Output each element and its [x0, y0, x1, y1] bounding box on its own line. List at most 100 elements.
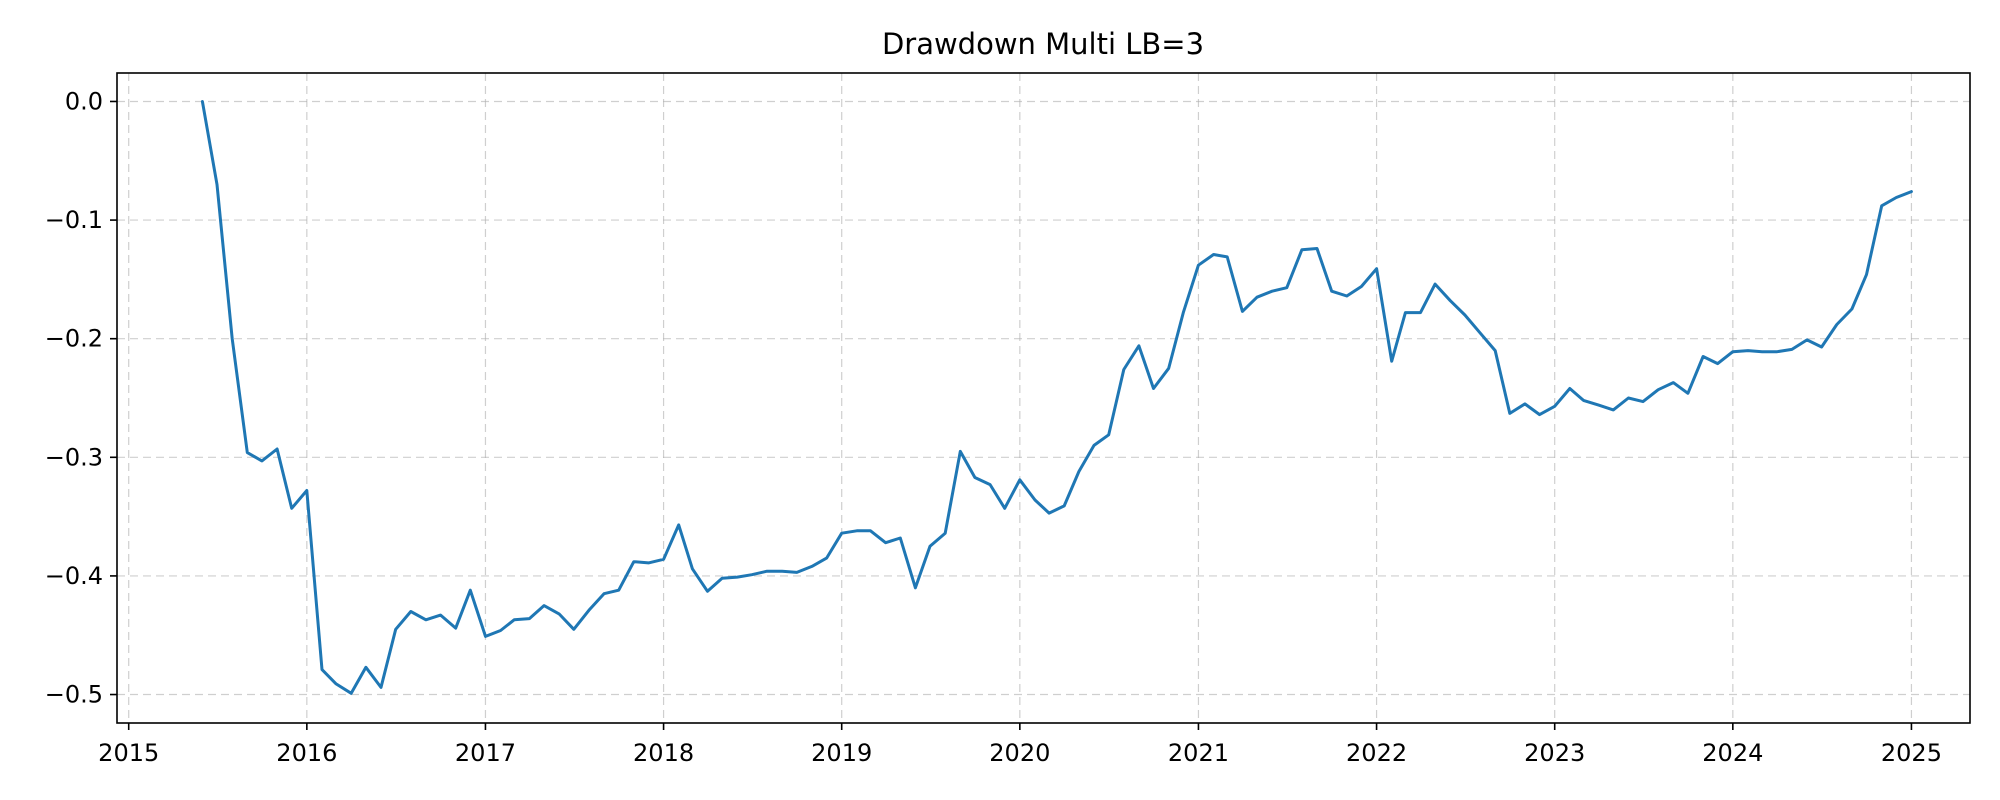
data-point [795, 570, 799, 574]
y-tick-label: −0.5 [45, 681, 103, 709]
data-point [454, 626, 458, 630]
data-point [1255, 295, 1259, 299]
data-point [1152, 387, 1156, 391]
data-point [1553, 404, 1557, 408]
data-point [245, 451, 249, 455]
data-point [1092, 443, 1096, 447]
x-tick-label: 2015 [98, 739, 159, 767]
x-tick-label: 2018 [633, 739, 694, 767]
data-point [780, 569, 784, 573]
data-point [200, 100, 204, 104]
data-point [825, 556, 829, 560]
x-tick-label: 2020 [989, 739, 1050, 767]
data-point [1390, 359, 1394, 363]
data-point [1865, 273, 1869, 277]
data-point [1330, 289, 1334, 293]
x-tick-label: 2016 [276, 739, 337, 767]
data-point [379, 685, 383, 689]
data-point [1212, 253, 1216, 257]
data-point [468, 588, 472, 592]
data-point [1047, 511, 1051, 515]
data-point [840, 531, 844, 535]
data-point [260, 459, 264, 463]
x-tick-label: 2023 [1524, 739, 1585, 767]
data-point [1300, 248, 1304, 252]
data-point [215, 183, 219, 187]
data-point [647, 561, 651, 565]
y-tick-label: 0.0 [65, 87, 103, 115]
data-point [884, 541, 888, 545]
data-point [1359, 285, 1363, 289]
data-point [1656, 388, 1660, 392]
data-point [869, 529, 873, 533]
data-point [230, 337, 234, 341]
data-point [1611, 408, 1615, 412]
x-tick-label: 2024 [1702, 739, 1763, 767]
data-point [706, 589, 710, 593]
data-point [1716, 362, 1720, 366]
y-tick-label: −0.4 [45, 562, 103, 590]
data-point [1686, 391, 1690, 395]
data-point [1538, 413, 1542, 417]
x-tick-label: 2017 [455, 739, 516, 767]
data-point [512, 618, 516, 622]
data-point [1018, 478, 1022, 482]
data-point [690, 567, 694, 571]
y-axis: 0.0 −0.1 −0.2 −0.3 −0.4 −0.5 [45, 87, 117, 709]
data-point [943, 531, 947, 535]
drawdown-series-line [200, 100, 1913, 695]
data-point [898, 536, 902, 540]
data-point [527, 617, 531, 621]
data-point [1746, 349, 1750, 353]
data-point [1701, 355, 1705, 359]
data-point [1285, 286, 1289, 290]
data-point [1033, 498, 1037, 502]
data-point [1850, 307, 1854, 311]
data-point [1225, 255, 1229, 259]
data-point [913, 586, 917, 590]
data-point [1270, 289, 1274, 293]
data-point [1077, 470, 1081, 474]
data-point [1790, 347, 1794, 351]
data-point [973, 476, 977, 480]
data-point [662, 557, 666, 561]
data-point [572, 627, 576, 631]
data-point [1731, 350, 1735, 354]
data-point [1909, 190, 1913, 194]
x-tick-label: 2019 [811, 739, 872, 767]
data-point [677, 523, 681, 527]
data-point [1448, 299, 1452, 303]
data-point [1196, 263, 1200, 267]
data-point [602, 592, 606, 596]
data-point [1835, 323, 1839, 327]
data-point [1508, 411, 1512, 415]
data-point [855, 529, 859, 533]
data-point [424, 618, 428, 622]
data-point [1240, 309, 1244, 313]
data-point [617, 588, 621, 592]
data-point [1820, 345, 1824, 349]
data-point [1463, 313, 1467, 317]
data-point [1345, 294, 1349, 298]
data-point [735, 575, 739, 579]
data-point [988, 483, 992, 487]
data-point [1062, 504, 1066, 508]
data-point [439, 613, 443, 617]
data-point [1880, 204, 1884, 208]
data-point [1315, 247, 1319, 251]
data-point [349, 691, 353, 695]
x-tick-label: 2021 [1168, 739, 1229, 767]
data-point [810, 564, 814, 568]
data-point [1122, 368, 1126, 372]
data-point [542, 604, 546, 608]
data-point [1597, 403, 1601, 407]
data-point [334, 682, 338, 686]
data-point [1181, 311, 1185, 315]
chart-title: Drawdown Multi LB=3 [882, 27, 1204, 61]
data-point [1626, 396, 1630, 400]
data-point [484, 634, 488, 638]
data-point [1894, 196, 1898, 200]
data-point [720, 576, 724, 580]
